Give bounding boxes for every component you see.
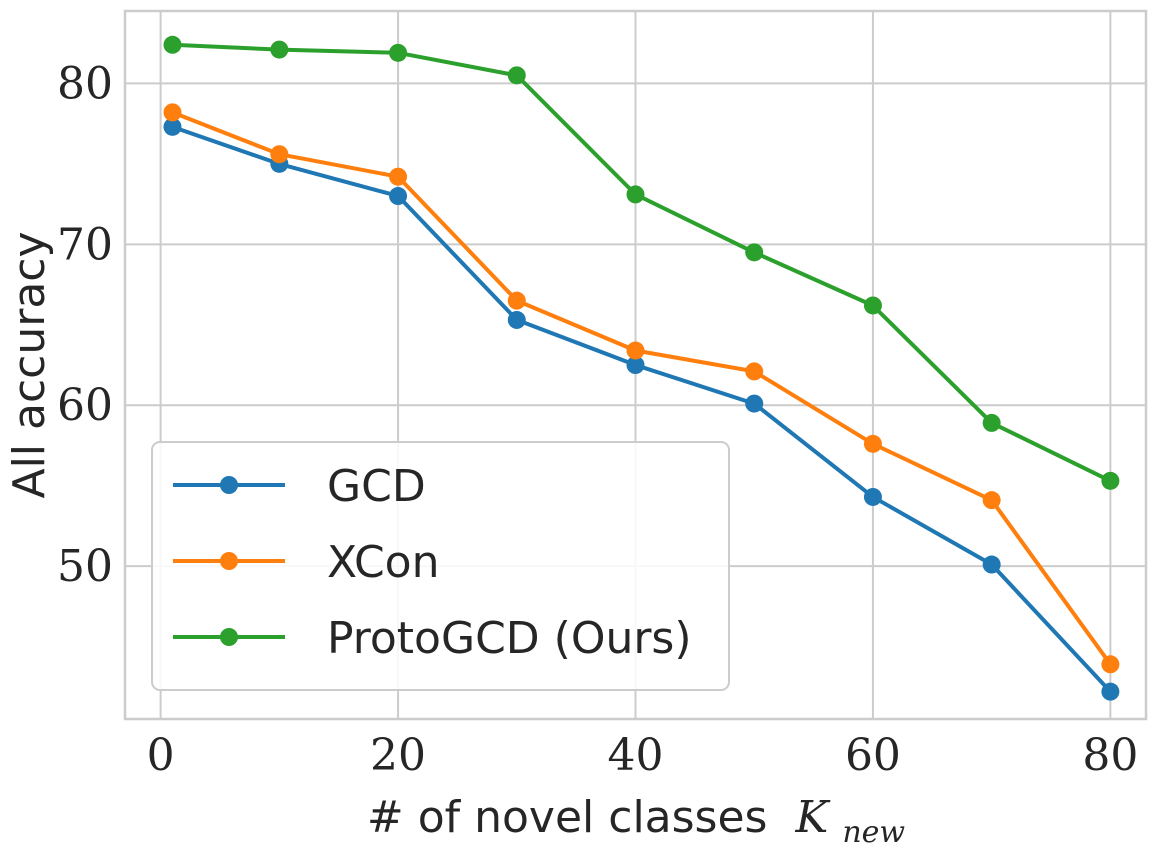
data-point-protogcd-ours <box>626 185 645 204</box>
x-tick-label: 40 <box>608 730 664 781</box>
data-point-protogcd-ours <box>1101 471 1120 490</box>
x-tick-label: 80 <box>1082 730 1138 781</box>
data-point-protogcd-ours <box>389 43 408 62</box>
data-point-xcon <box>863 434 882 453</box>
legend-item-protogcd-ours: ProtoGCD (Ours) <box>173 613 692 664</box>
x-axis-label-symbol: K <box>794 792 830 843</box>
x-axis-label: # of novel classes K new <box>367 792 906 850</box>
y-axis-label: All accuracy <box>4 231 55 498</box>
legend-label: ProtoGCD (Ours) <box>327 613 692 664</box>
data-point-xcon <box>507 291 526 310</box>
data-point-gcd <box>982 555 1001 574</box>
data-point-xcon <box>1101 655 1120 674</box>
y-tick-label: 50 <box>57 541 113 592</box>
legend-box <box>151 441 730 691</box>
legend-item-xcon: XCon <box>173 537 439 588</box>
data-point-xcon <box>163 103 182 122</box>
data-point-gcd <box>626 356 645 374</box>
data-point-gcd <box>389 187 408 206</box>
data-point-gcd <box>863 487 882 506</box>
legend-items: GCD XCon ProtoGCD (Ours) <box>173 461 692 664</box>
data-point-gcd <box>745 394 764 413</box>
series-group <box>163 35 1120 701</box>
data-point-xcon <box>982 491 1001 510</box>
legend-marker <box>220 628 238 646</box>
y-tick-label: 80 <box>57 58 113 109</box>
data-point-protogcd-ours <box>745 243 764 262</box>
legend-marker <box>220 476 238 494</box>
legend: GCD XCon ProtoGCD (Ours) <box>151 441 730 691</box>
legend-item-gcd: GCD <box>173 461 426 512</box>
legend-marker <box>220 552 238 570</box>
series-protogcd-ours <box>163 35 1120 490</box>
x-tick-label: 0 <box>147 730 175 781</box>
data-point-protogcd-ours <box>863 296 882 315</box>
series-xcon <box>163 103 1120 674</box>
y-tick-label: 70 <box>57 219 113 270</box>
x-tick-label: 20 <box>370 730 426 781</box>
legend-label: GCD <box>327 461 426 512</box>
tick-labels: 0 20 40 60 80 50 60 70 80 <box>57 58 1138 781</box>
data-point-xcon <box>270 145 289 164</box>
data-point-xcon <box>389 167 408 186</box>
x-axis-label-text: # of novel classes <box>367 792 768 843</box>
data-point-protogcd-ours <box>270 40 289 59</box>
data-point-gcd <box>507 310 526 329</box>
data-point-protogcd-ours <box>163 35 182 54</box>
data-point-gcd <box>1101 682 1120 701</box>
data-point-gcd <box>163 117 182 136</box>
data-point-protogcd-ours <box>982 413 1001 432</box>
plot-frame <box>123 9 1148 721</box>
legend-label: XCon <box>327 537 439 588</box>
series-line-protogcd-ours <box>170 42 1113 483</box>
x-axis-label-subscript: new <box>842 815 905 850</box>
data-point-xcon <box>745 362 764 381</box>
x-tick-label: 60 <box>845 730 901 781</box>
y-tick-label: 60 <box>57 380 113 431</box>
data-point-xcon <box>626 341 645 360</box>
data-point-protogcd-ours <box>507 66 526 85</box>
